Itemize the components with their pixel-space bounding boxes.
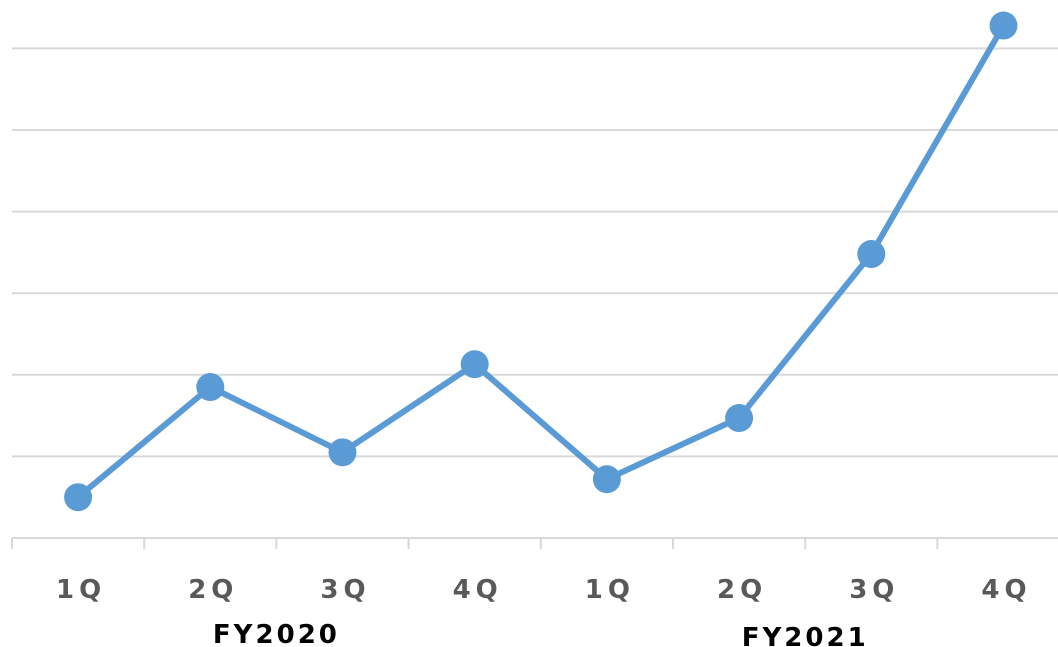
data-point <box>196 373 225 402</box>
x-tick-label: 2Q <box>188 575 238 605</box>
x-tick-label: 2Q <box>717 575 767 605</box>
data-point <box>857 240 886 269</box>
x-tick-label: 3Q <box>849 575 899 605</box>
x-tick-label: 4Q <box>453 575 503 605</box>
x-group-label: FY2020 <box>213 620 340 647</box>
x-tick-label: 4Q <box>981 575 1031 605</box>
series-layer <box>64 11 1018 512</box>
x-axis <box>11 537 1058 549</box>
data-point <box>989 11 1018 40</box>
x-group-label: FY2021 <box>742 623 869 647</box>
x-axis-labels: 1Q 2Q 3Q 4Q 1Q 2Q 3Q 4Q FY2020 FY2021 <box>56 575 1031 647</box>
x-tick-label: 3Q <box>320 575 370 605</box>
data-point <box>592 465 621 494</box>
data-point <box>64 483 93 512</box>
data-point <box>725 404 754 433</box>
x-tick-label: 1Q <box>56 575 106 605</box>
series-line <box>75 22 1007 501</box>
data-point <box>328 438 357 467</box>
x-tick-label: 1Q <box>585 575 635 605</box>
data-point <box>460 350 489 379</box>
gridlines <box>12 47 1058 458</box>
